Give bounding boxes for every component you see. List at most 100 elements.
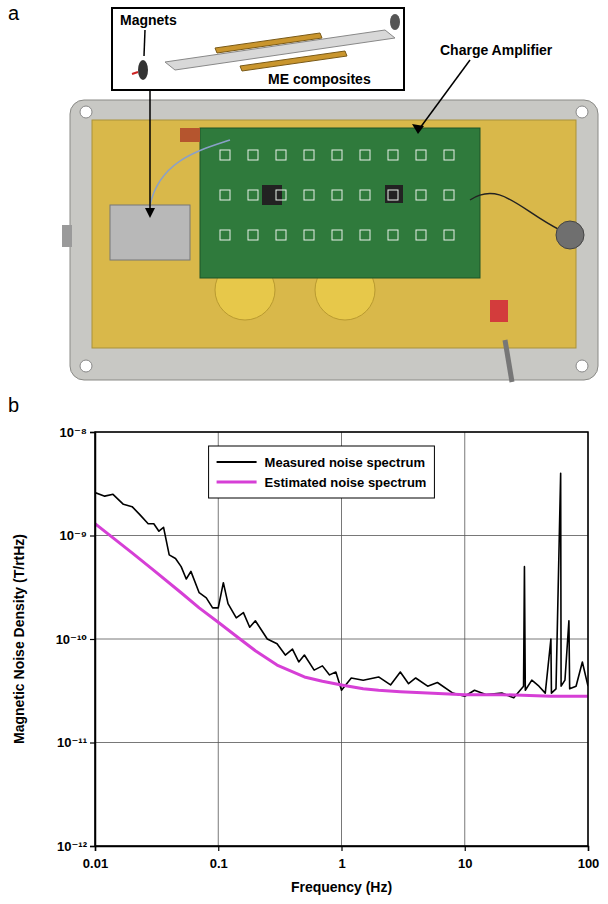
tick-label: 10⁻⁹: [60, 528, 88, 543]
series-line: [95, 524, 588, 697]
leader-arrow: [420, 60, 470, 128]
tick: 10⁻¹⁰: [56, 632, 95, 647]
chip: [385, 185, 403, 203]
tick: 1: [338, 846, 345, 871]
tick-label: 10⁻¹¹: [57, 735, 87, 750]
pcb-pad: [360, 190, 370, 200]
tick-mark: [90, 639, 95, 640]
piezo-layer: [240, 51, 347, 71]
inset-frame: [112, 8, 404, 90]
pcb-pad: [444, 190, 454, 200]
tick: 10⁻⁹: [60, 528, 96, 543]
pcb-pad: [276, 230, 286, 240]
pcb-pad: [248, 230, 258, 240]
screw-hole: [576, 106, 588, 118]
inset: MagnetsME composites: [112, 8, 404, 90]
plot-frame: [95, 432, 588, 846]
pcb-pad: [332, 230, 342, 240]
arrow-head: [145, 208, 155, 218]
tick: 10⁻⁸: [60, 425, 95, 440]
data-layer: [95, 473, 588, 698]
tick-mark: [90, 846, 95, 847]
grid-line-y: [95, 742, 588, 743]
capacitor: [180, 128, 200, 142]
pcb-pad: [276, 190, 286, 200]
tick: 10⁻¹²: [57, 839, 95, 854]
tick-label: 0.1: [210, 856, 228, 871]
chip: [262, 185, 282, 205]
tick-mark: [90, 742, 95, 743]
pcb-pad: [276, 150, 286, 160]
pcb-pad: [220, 190, 230, 200]
x-axis: 0.01 0.1 1 10 100: [83, 846, 600, 871]
tick-label: 10⁻¹⁰: [56, 632, 88, 647]
pcb-pad: [388, 190, 398, 200]
pcb-pad: [360, 150, 370, 160]
enclosure-inner: [92, 120, 576, 348]
pcb-pad: [416, 190, 426, 200]
wire: [150, 140, 230, 205]
tick-label: 10⁻¹²: [57, 839, 88, 854]
pcb-pad: [304, 190, 314, 200]
toggle: [505, 340, 512, 382]
panel-a: aMagnetsME compositesCharge Amplifier: [8, 2, 598, 382]
pcb: [200, 128, 480, 278]
pcb-pad: [248, 190, 258, 200]
me-strip: [165, 30, 395, 70]
series-line: [95, 473, 588, 698]
tick-label: 0.01: [83, 856, 108, 871]
leader-arrow: [144, 30, 145, 56]
pcb-pad: [304, 150, 314, 160]
tick-mark: [588, 846, 589, 851]
x-axis-title: Frequency (Hz): [291, 879, 392, 895]
pcb-pad: [248, 150, 258, 160]
pcb-pad: [444, 230, 454, 240]
screw-hole: [576, 360, 588, 372]
field-arrow: [132, 72, 138, 74]
tick-label: 10: [458, 856, 472, 871]
leader-arrow: [149, 90, 151, 215]
pcb-pad: [304, 230, 314, 240]
panel-letter: b: [8, 394, 19, 416]
tick-mark: [341, 846, 342, 851]
legend-swatch: [217, 481, 257, 484]
plot-background: [95, 432, 588, 846]
tick-mark: [90, 432, 95, 433]
legend: Measured noise spectrum Estimated noise s…: [209, 446, 435, 498]
tick: 0.1: [210, 846, 228, 871]
y-axis-title: Magnetic Noise Density (T/rtHz): [11, 534, 27, 744]
switch: [490, 300, 508, 322]
label-composites: ME composites: [268, 71, 371, 87]
legend-label: Estimated noise spectrum: [265, 475, 427, 490]
legend-swatch: [217, 461, 257, 463]
axis-line: [90, 433, 96, 847]
grid-line-y: [95, 535, 588, 536]
pcb-pad: [360, 230, 370, 240]
legend-box: [209, 446, 435, 498]
pcb-pad: [416, 230, 426, 240]
pcb-pad: [220, 230, 230, 240]
screw-hole: [80, 106, 92, 118]
legend-label: Measured noise spectrum: [265, 455, 425, 470]
panel-b: b 0.01 0.1 1 10 100 10⁻¹² 10⁻¹¹ 10⁻¹⁰ 10⁻⁹ 10⁻⁸ Fre…: [8, 394, 599, 895]
y-axis: 10⁻¹² 10⁻¹¹ 10⁻¹⁰ 10⁻⁹ 10⁻⁸: [56, 425, 96, 854]
magnet: [390, 14, 400, 30]
tick: 10⁻¹¹: [57, 735, 95, 750]
pcb-pad: [388, 150, 398, 160]
pcb-pad: [416, 150, 426, 160]
arrow-head: [412, 124, 424, 134]
piezo-layer: [215, 33, 322, 53]
pcb-pad: [332, 150, 342, 160]
tick-label: 1: [338, 856, 345, 871]
tick-mark: [218, 846, 219, 851]
label-amplifier: Charge Amplifier: [440, 42, 553, 58]
axis-line: [96, 847, 589, 852]
grid-line-y: [95, 639, 588, 640]
pcb-pad: [332, 190, 342, 200]
pcb-pad: [444, 150, 454, 160]
pcb-pad: [220, 150, 230, 160]
wire: [470, 193, 560, 230]
jack: [556, 221, 584, 249]
pcb-pad: [388, 230, 398, 240]
tick: 100: [578, 846, 600, 871]
